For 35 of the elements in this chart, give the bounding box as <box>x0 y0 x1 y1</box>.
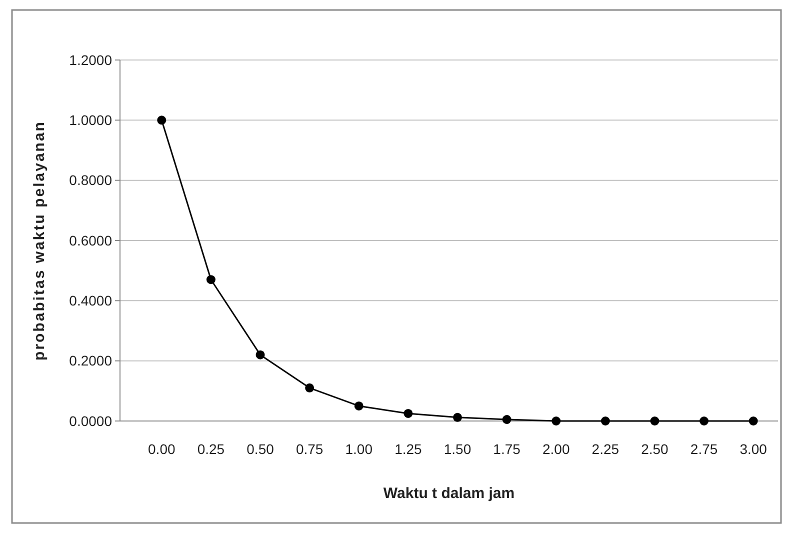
x-tick-label: 0.50 <box>246 441 274 457</box>
x-tick-label: 1.00 <box>345 441 373 457</box>
x-tick-label: 2.00 <box>542 441 570 457</box>
point <box>404 408 413 418</box>
x-tick-label: 0.25 <box>197 441 225 457</box>
y-tick-label: 1.2000 <box>69 52 112 68</box>
point <box>552 416 561 426</box>
y-tick-label: 0.0000 <box>69 412 112 429</box>
x-tick-label: 2.50 <box>641 441 669 457</box>
point <box>600 416 610 426</box>
x-tick-label: 1.75 <box>493 441 521 457</box>
point <box>256 350 265 360</box>
point <box>502 414 512 424</box>
point <box>157 116 166 125</box>
point <box>748 416 758 426</box>
point <box>206 275 216 284</box>
point <box>354 401 364 410</box>
y-axis-title: probabitas waktu pelayanan <box>31 120 48 360</box>
point <box>650 416 660 426</box>
x-axis-title: Waktu t dalam jam <box>383 485 515 502</box>
point <box>700 416 709 426</box>
x-tick-label: 2.25 <box>592 441 620 457</box>
x-tick-label: 0.75 <box>296 441 324 457</box>
y-tick-label: 0.2000 <box>69 352 112 369</box>
x-tick-label: 1.50 <box>444 441 472 457</box>
y-tick-label: 1.0000 <box>69 112 112 128</box>
y-tick-label: 0.8000 <box>69 172 112 188</box>
point <box>453 412 462 422</box>
y-tick-label: 0.6000 <box>69 232 112 248</box>
point <box>305 383 314 392</box>
x-tick-label: 3.00 <box>740 441 768 457</box>
x-tick-label: 0.00 <box>148 441 176 457</box>
x-tick-label: 2.75 <box>690 441 718 457</box>
x-tick-label: 1.25 <box>394 441 422 457</box>
y-tick-label: 0.4000 <box>69 292 112 309</box>
